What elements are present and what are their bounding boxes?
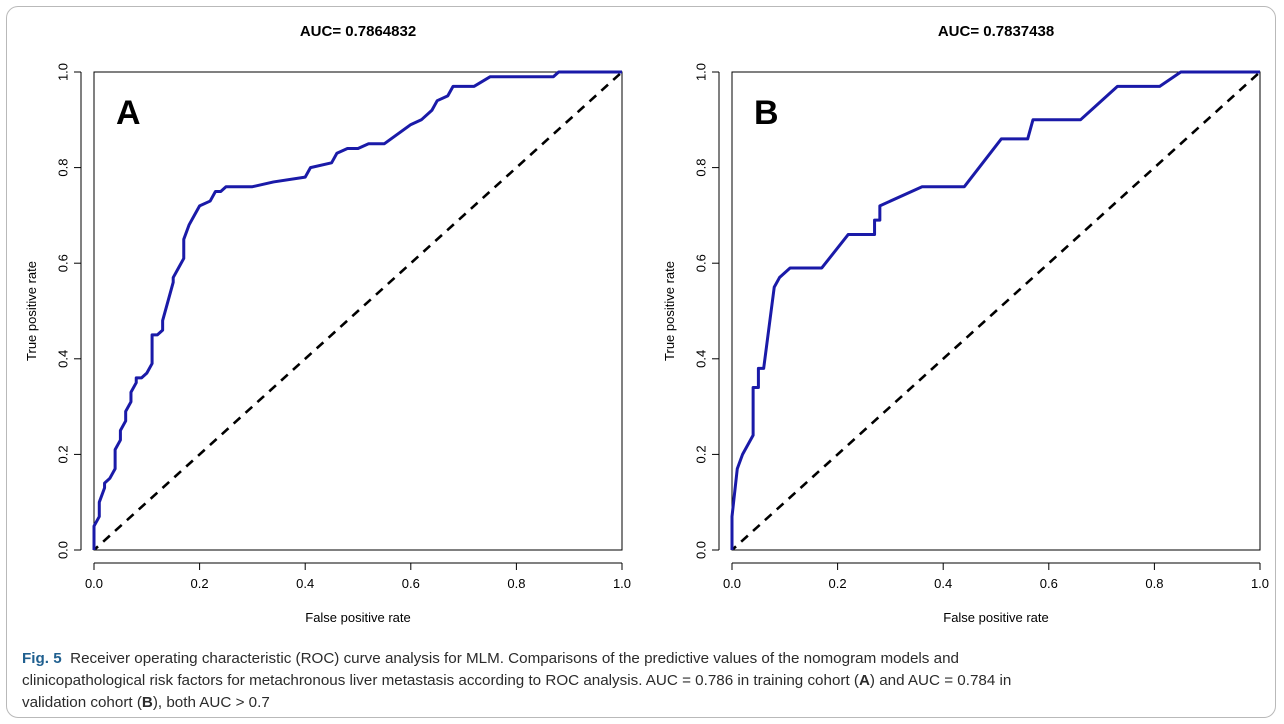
x-tick-label: 0.0 [85, 576, 103, 591]
y-tick-label: 0.0 [55, 541, 70, 559]
x-tick-label: 0.2 [829, 576, 847, 591]
panel-label: A [116, 94, 141, 132]
y-tick-label: 0.8 [693, 159, 708, 177]
figure-label: Fig. 5 [22, 650, 62, 667]
chart-title: AUC= 0.7837438 [938, 23, 1054, 40]
x-tick-label: 0.4 [296, 576, 314, 591]
y-tick-label: 0.4 [693, 350, 708, 368]
caption-bold-b: B [142, 694, 153, 711]
x-axis-label: False positive rate [943, 610, 1049, 625]
x-axis-label: False positive rate [305, 610, 411, 625]
caption-line-2b: ) and AUC = 0.784 in [870, 672, 1011, 689]
figure-caption: Fig. 5 Receiver operating characteristic… [22, 648, 1262, 714]
x-tick-label: 1.0 [1251, 576, 1269, 591]
chart-title: AUC= 0.7864832 [300, 23, 416, 40]
y-tick-label: 0.6 [55, 254, 70, 272]
caption-line-1: Receiver operating characteristic (ROC) … [70, 650, 959, 667]
diagonal-reference-line [706, 48, 1276, 574]
y-tick-label: 0.2 [693, 445, 708, 463]
x-tick-label: 0.6 [1040, 576, 1058, 591]
x-tick-label: 0.2 [191, 576, 209, 591]
y-tick-label: 0.6 [693, 254, 708, 272]
x-tick-label: 0.8 [507, 576, 525, 591]
y-tick-label: 0.0 [693, 541, 708, 559]
caption-line-3b: ), both AUC > 0.7 [153, 694, 270, 711]
x-tick-label: 0.6 [402, 576, 420, 591]
x-tick-label: 0.4 [934, 576, 952, 591]
panel-label: B [754, 94, 779, 132]
caption-line-3a: validation cohort ( [22, 694, 142, 711]
y-tick-label: 0.8 [55, 159, 70, 177]
y-axis-label: True positive rate [662, 261, 677, 361]
caption-bold-a: A [859, 672, 870, 689]
diagonal-reference-line [68, 48, 638, 574]
y-tick-label: 0.4 [55, 350, 70, 368]
y-tick-label: 1.0 [693, 63, 708, 81]
x-tick-label: 0.8 [1145, 576, 1163, 591]
caption-line-2a: clinicopathological risk factors for met… [22, 672, 859, 689]
roc-chart-a: AUC= 0.7864832 0.0 0.2 0.4 0.6 0.8 1.0 False po… [10, 8, 638, 640]
x-tick-label: 1.0 [613, 576, 631, 591]
roc-chart-b: AUC= 0.7837438 0.0 0.2 0.4 0.6 0.8 1.0 False po… [648, 8, 1276, 640]
x-tick-label: 0.0 [723, 576, 741, 591]
y-tick-label: 0.2 [55, 445, 70, 463]
y-tick-label: 1.0 [55, 63, 70, 81]
y-axis-label: True positive rate [24, 261, 39, 361]
